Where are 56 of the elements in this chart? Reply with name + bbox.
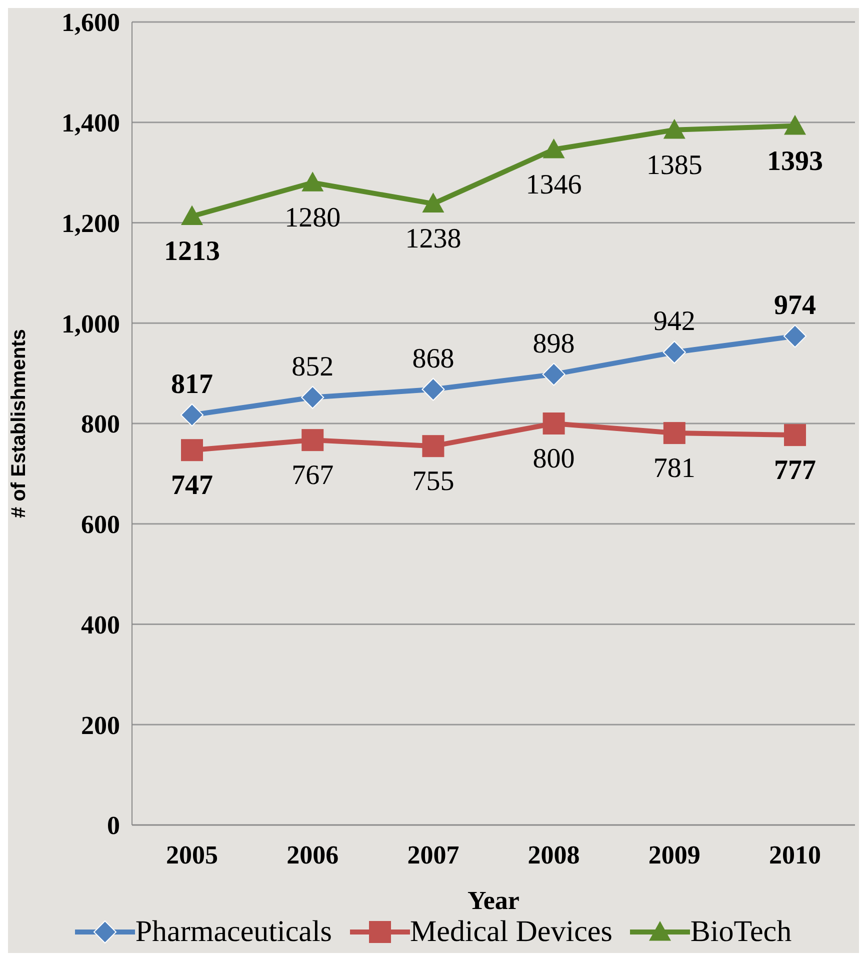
y-tick-label: 1,000	[62, 309, 120, 338]
point	[422, 435, 444, 458]
data-label: 852	[292, 351, 334, 382]
data-label: 974	[774, 290, 816, 322]
x-tick-label: 2006	[286, 840, 339, 870]
x-axis-title: Year	[468, 886, 520, 915]
point	[422, 378, 445, 401]
point	[542, 362, 566, 386]
y-tick-label: 1,400	[62, 108, 120, 138]
data-label: 868	[412, 343, 454, 374]
y-tick-label: 200	[81, 710, 120, 740]
point	[662, 340, 686, 364]
legend-label: Medical Devices	[410, 915, 612, 949]
point	[542, 412, 565, 434]
data-label: 781	[653, 453, 696, 484]
data-label: 755	[412, 466, 454, 498]
data-label: 767	[292, 460, 334, 492]
y-tick-label: 800	[81, 410, 120, 439]
point	[181, 439, 203, 462]
x-tick-label: 2007	[407, 840, 460, 870]
data-label: 800	[532, 444, 575, 474]
point	[663, 422, 686, 444]
x-tick-label: 2008	[528, 840, 580, 870]
data-label: 1238	[405, 224, 462, 255]
x-tick-label: 2009	[648, 840, 700, 870]
data-label: 747	[171, 470, 213, 502]
point	[784, 424, 806, 446]
x-tick-label: 2005	[166, 840, 218, 870]
y-tick-label: 600	[81, 510, 120, 540]
y-tick-label: 400	[81, 610, 120, 640]
legend-label: BioTech	[690, 915, 792, 949]
data-label: 898	[532, 328, 575, 360]
point	[302, 429, 324, 452]
data-label: 1393	[767, 146, 823, 177]
data-label: 1385	[646, 150, 702, 181]
data-label: 777	[774, 455, 816, 486]
data-label: 942	[653, 306, 696, 338]
point	[302, 172, 324, 192]
point	[542, 138, 565, 158]
y-tick-label: 1,200	[62, 208, 120, 238]
point	[784, 324, 806, 348]
x-tick-label: 2010	[769, 840, 821, 870]
data-label: 1213	[164, 236, 220, 268]
legend-label: Pharmaceuticals	[135, 915, 332, 949]
y-tick-label: 1,600	[62, 8, 120, 38]
data-label: 1280	[284, 202, 341, 234]
point	[181, 205, 203, 226]
y-tick-label: 0	[107, 811, 120, 840]
point	[784, 114, 806, 135]
point	[301, 386, 324, 409]
point	[180, 403, 204, 426]
data-label: 817	[171, 368, 213, 400]
point	[422, 192, 444, 212]
data-label: 1346	[526, 169, 582, 200]
y-axis-title: # of Establishments	[8, 329, 30, 518]
point	[663, 118, 686, 139]
